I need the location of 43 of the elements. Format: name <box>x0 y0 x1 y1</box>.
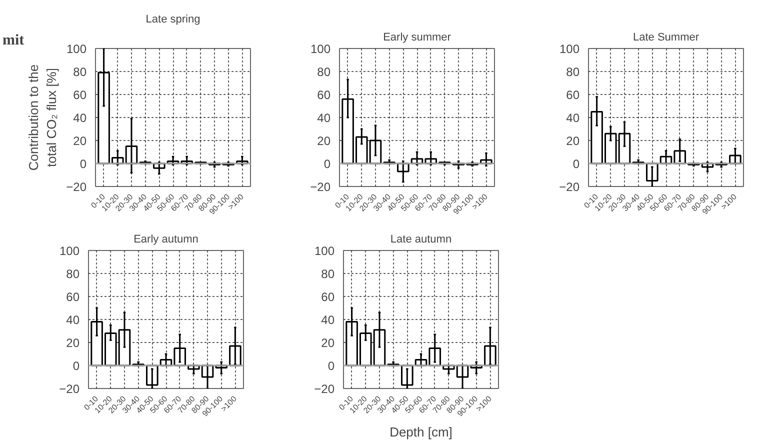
x-axis-title: Depth [cm] <box>390 424 452 440</box>
y-tick-label: 20 <box>73 134 87 148</box>
y-tick-label: 40 <box>73 111 87 125</box>
y-tick-label: 0 <box>328 359 335 373</box>
y-tick-label: −20 <box>559 180 580 194</box>
y-tick-label: 40 <box>321 313 335 327</box>
y-tick-label: 60 <box>73 88 87 102</box>
y-tick-label: 20 <box>321 336 335 350</box>
chart-title: Late autumn <box>390 234 452 246</box>
y-tick-label: 100 <box>310 42 331 56</box>
y-tick-label: 100 <box>66 42 87 56</box>
y-tick-label: 0 <box>572 157 580 171</box>
chart-title: Early summer <box>383 32 452 44</box>
y-tick-label: 60 <box>317 88 331 102</box>
y-tick-label: 80 <box>317 65 331 79</box>
y-tick-label: 20 <box>66 336 80 350</box>
chart-title: Early autumn <box>134 234 198 246</box>
y-axis-title: Contribution to the total CO₂ flux [%] <box>26 64 60 171</box>
y-tick-label: 100 <box>559 42 580 56</box>
chart-title: Late spring <box>146 14 200 26</box>
y-tick-label: 0 <box>72 359 80 373</box>
y-tick-label: 80 <box>73 65 87 79</box>
y-tick-label: 60 <box>321 290 335 304</box>
y-tick-label: 40 <box>317 111 331 125</box>
y-tick-label: 60 <box>566 88 580 102</box>
y-tick-label: 20 <box>317 134 331 148</box>
y-tick-label: −20 <box>314 382 335 396</box>
y-tick-label: 60 <box>66 290 80 304</box>
chart-title: Late Summer <box>632 32 700 44</box>
y-tick-label: 80 <box>566 65 580 79</box>
y-tick-label: 100 <box>314 244 335 258</box>
y-tick-label: −20 <box>66 180 87 194</box>
text: mit <box>2 32 24 48</box>
y-tick-label: −20 <box>59 382 80 396</box>
y-tick-label: 0 <box>324 157 331 171</box>
y-tick-label: 80 <box>66 267 80 281</box>
y-tick-label: 0 <box>80 157 87 171</box>
y-tick-label: −20 <box>310 180 331 194</box>
y-tick-label: 40 <box>566 111 580 125</box>
y-tick-label: 20 <box>566 134 580 148</box>
y-tick-label: 80 <box>321 267 335 281</box>
y-tick-label: 100 <box>59 244 80 258</box>
y-tick-label: 40 <box>66 313 80 327</box>
